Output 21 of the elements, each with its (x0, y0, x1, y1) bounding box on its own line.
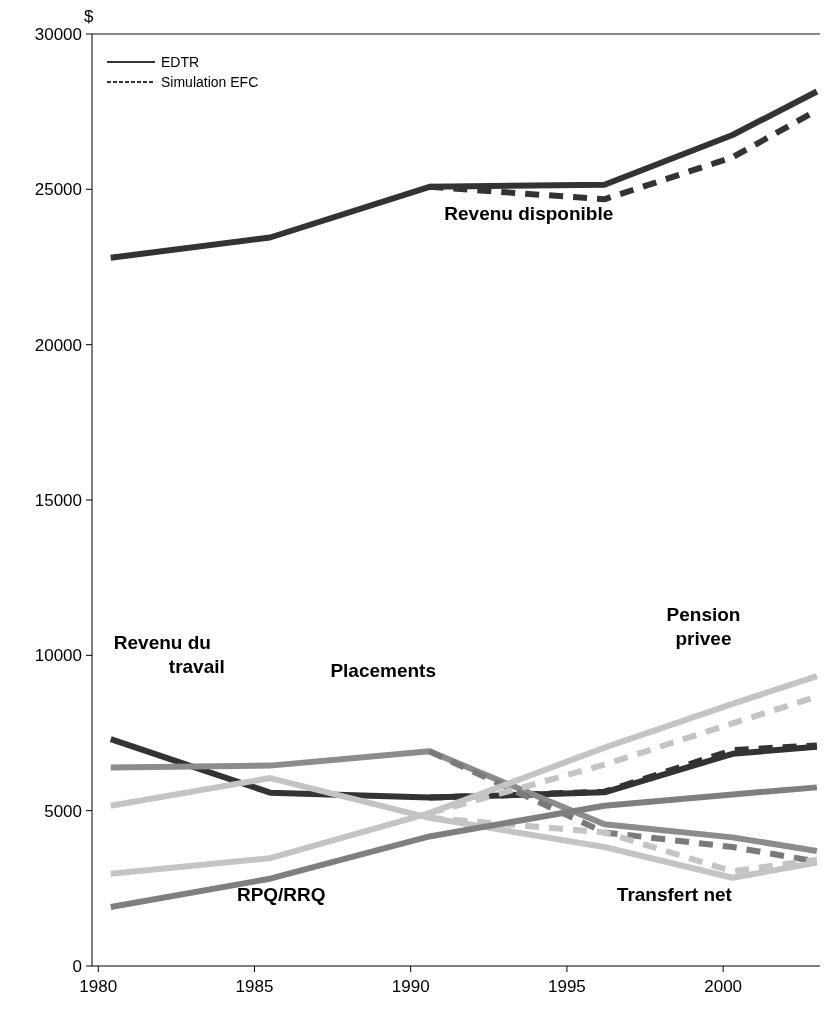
y-tick-label: 0 (72, 956, 82, 976)
annotation: Pension privee (666, 604, 741, 650)
x-tick-label: 2000 (704, 977, 743, 996)
x-tick-label: 1995 (548, 977, 586, 996)
annotation: Revenu disponible (444, 203, 614, 225)
annotation: Revenu du travail (113, 632, 225, 678)
annotation: RPQ/RRQ (236, 883, 326, 905)
x-tick-label: 1990 (391, 977, 430, 996)
x-tick-label: 1980 (79, 977, 118, 996)
y-tick-label: 30000 (34, 24, 82, 44)
y-axis-title: $ (84, 7, 94, 26)
y-tick-label: 15000 (34, 490, 82, 510)
y-tick-label: 10000 (34, 646, 82, 666)
x-tick-label: 1985 (235, 977, 274, 996)
y-tick-label: 25000 (34, 180, 82, 200)
y-tick-label: 20000 (34, 335, 82, 355)
annotation: Transfert net (616, 883, 733, 905)
annotation: Placements (330, 660, 437, 682)
y-tick-label: 5000 (44, 801, 82, 821)
legend-label: EDTR (161, 53, 200, 70)
legend-label: Simulation EFC (161, 73, 259, 90)
